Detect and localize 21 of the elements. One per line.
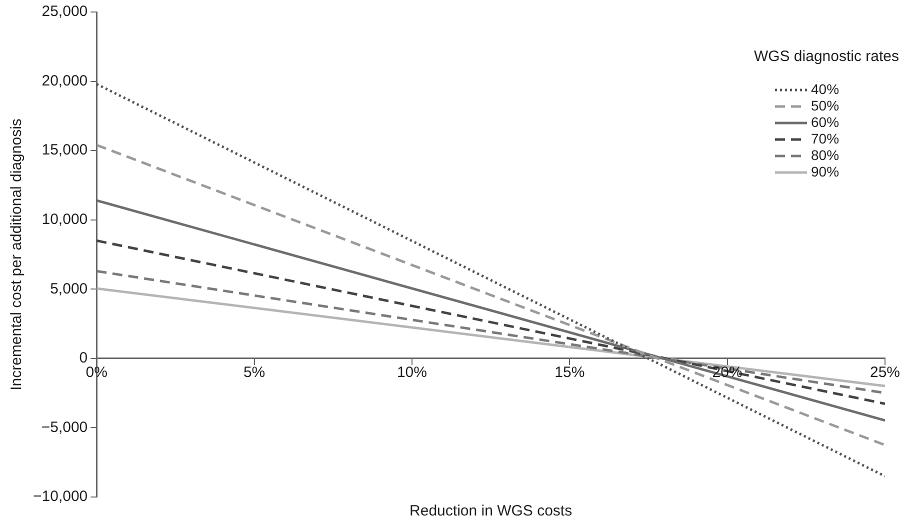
y-tick-label: −10,000 [33, 488, 88, 506]
y-tick-label: 20,000 [42, 72, 88, 90]
y-tick-label: 10,000 [42, 211, 88, 228]
legend-label: 40% [811, 80, 840, 97]
y-tick-label: 5,000 [50, 280, 88, 298]
legend-label: 70% [811, 130, 840, 146]
y-axis-title: Incremental cost per additional diagnosis [8, 118, 26, 390]
x-axis-title: Reduction in WGS costs [410, 502, 572, 520]
y-tick-label: 0 [79, 350, 88, 367]
y-tick-label: 25,000 [42, 3, 88, 20]
x-tick-label: 5% [243, 364, 266, 382]
legend-label: 80% [811, 146, 840, 163]
x-tick-label: 10% [396, 364, 427, 382]
legend-title: WGS diagnostic rates [754, 48, 899, 66]
legend-label: 50% [811, 97, 840, 114]
y-tick-label: −5,000 [41, 418, 88, 436]
legend-label: 90% [811, 163, 840, 180]
y-tick-label: 15,000 [42, 142, 88, 159]
x-tick-label: 25% [870, 364, 900, 382]
legend-label: 60% [811, 114, 840, 130]
x-tick-label: 15% [554, 364, 585, 382]
